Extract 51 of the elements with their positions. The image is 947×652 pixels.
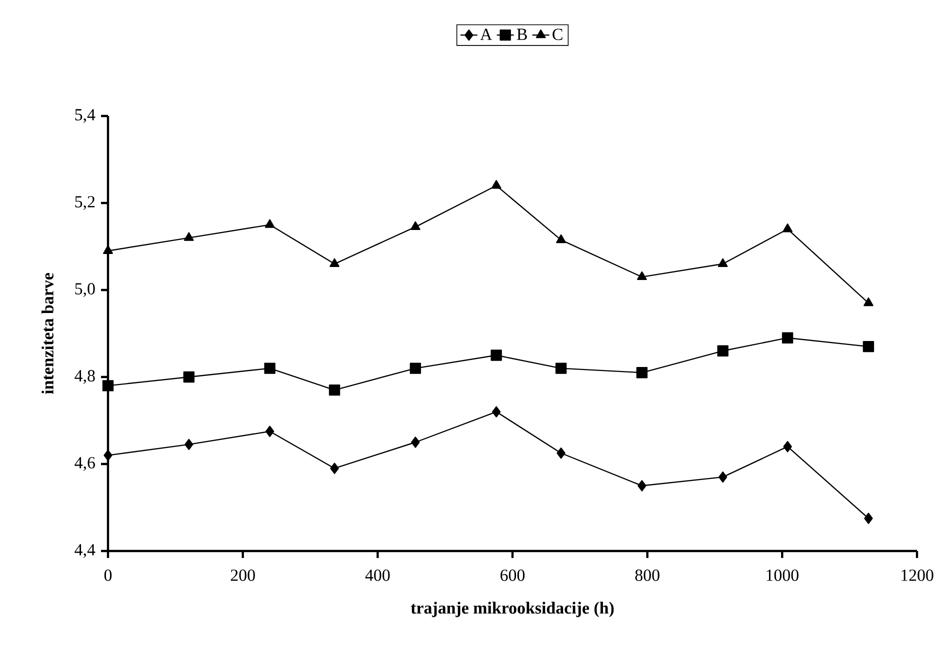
point <box>782 224 792 232</box>
x-axis-title: trajanje mikrooksidacije (h) <box>410 602 614 618</box>
legend-label: A <box>480 28 492 40</box>
point <box>556 448 566 459</box>
point <box>411 436 420 448</box>
point <box>638 480 646 492</box>
point <box>184 232 194 241</box>
x-tick-label: 800 <box>635 570 660 581</box>
point <box>718 471 728 483</box>
y-tick-label: 5,0 <box>75 283 95 297</box>
point <box>783 441 792 452</box>
x-tick-label: 400 <box>365 570 390 581</box>
point <box>264 362 276 374</box>
point <box>782 332 794 344</box>
point <box>184 438 194 450</box>
point <box>264 219 275 228</box>
point <box>718 258 728 267</box>
point <box>717 345 728 356</box>
legend-label: B <box>516 28 527 40</box>
point <box>328 384 340 396</box>
x-tick-label: 1000 <box>766 570 798 581</box>
y-tick-label: 4,4 <box>74 544 96 558</box>
point <box>330 462 339 474</box>
point <box>637 271 647 280</box>
point <box>862 340 874 352</box>
point <box>183 371 194 383</box>
x-tick-label: 0 <box>104 570 112 581</box>
point <box>492 406 501 418</box>
x-tick-label: 200 <box>230 570 255 581</box>
y-tick-label: 4,8 <box>74 370 95 384</box>
point <box>490 350 502 361</box>
point <box>555 362 567 374</box>
point <box>104 450 112 461</box>
point <box>410 362 422 374</box>
y-tick-label: 4,6 <box>74 457 95 471</box>
legend-label: C <box>552 28 562 40</box>
x-tick-label: 600 <box>500 570 525 581</box>
point <box>330 258 340 267</box>
point <box>103 245 113 254</box>
x-tick-label: 1200 <box>902 570 934 581</box>
point <box>636 367 648 378</box>
point <box>556 234 566 244</box>
point <box>102 380 114 392</box>
point <box>864 512 873 524</box>
point <box>265 426 274 437</box>
y-tick-label: 5,2 <box>75 196 95 210</box>
y-axis-title: intenziteta barve <box>42 273 54 394</box>
point <box>491 180 502 189</box>
y-tick-label: 5,4 <box>75 109 96 123</box>
point <box>864 297 874 306</box>
point <box>410 221 420 230</box>
